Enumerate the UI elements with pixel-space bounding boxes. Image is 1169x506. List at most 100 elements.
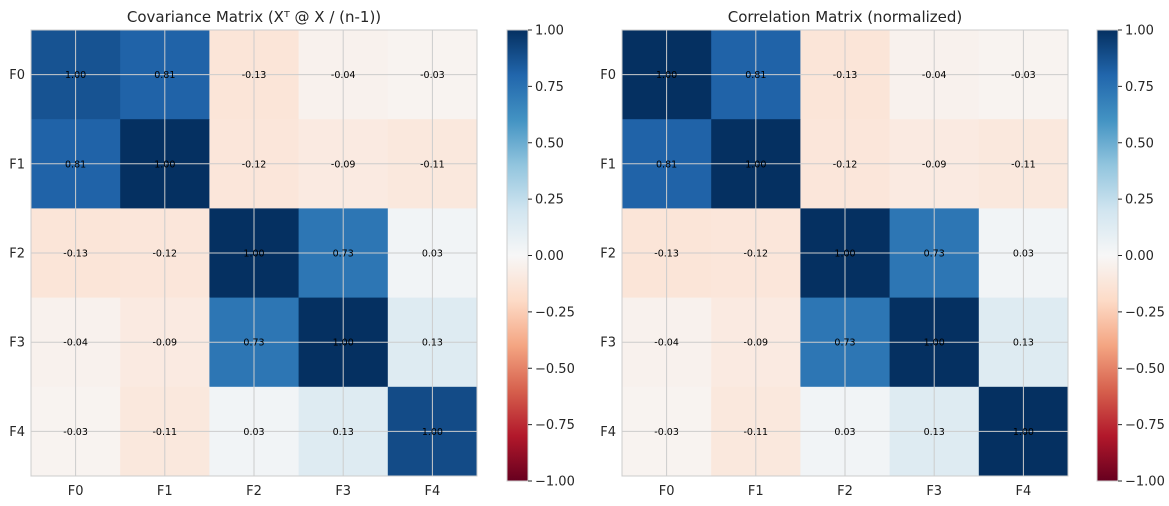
correlation-heatmap: 1.00 0.81 -0.13 -0.04 -0.03 0.81 1.00 -0.12 -0.0… xyxy=(600,29,1069,499)
cell-value-label: 1.00 xyxy=(65,70,86,81)
colorbar-gradient xyxy=(506,29,529,482)
cell-value-label: 0.03 xyxy=(1013,249,1034,260)
y-tick-label: F0 xyxy=(600,68,616,83)
cell-value-label: -0.04 xyxy=(922,70,947,81)
x-tick-label: F3 xyxy=(926,484,942,499)
colorbar-tick-label: −0.50 xyxy=(1125,362,1165,377)
cell-value-label: 1.00 xyxy=(1013,427,1034,438)
cell-value-label: 0.03 xyxy=(834,427,855,438)
cell-value-label: 0.03 xyxy=(422,249,443,260)
colorbar-tick-label: −0.75 xyxy=(1125,418,1165,433)
cell-value-label: 1.00 xyxy=(154,159,175,170)
cell-value-label: -0.12 xyxy=(744,249,769,260)
cell-value-label: 0.13 xyxy=(1013,338,1034,349)
cell-value-label: -0.09 xyxy=(744,338,769,349)
colorbar-tick-label: −0.50 xyxy=(535,362,575,377)
cell-value-label: -0.09 xyxy=(331,159,356,170)
x-tick-label: F0 xyxy=(68,484,84,499)
colorbar-tick-label: 0.50 xyxy=(1125,136,1154,151)
cell-value-label: 0.73 xyxy=(924,249,945,260)
cell-value-label: 1.00 xyxy=(243,249,264,260)
cell-value-label: 0.13 xyxy=(924,427,945,438)
axes-frame xyxy=(30,29,478,477)
cell-value-label: -0.03 xyxy=(654,427,679,438)
cell-value-label: 0.73 xyxy=(243,338,264,349)
cell-value-label: -0.04 xyxy=(63,338,88,349)
covariance-colorbar: 1.00 0.75 0.50 0.25 0.00 −0.25 −0.50 −0.75 −1.00 xyxy=(506,24,575,490)
cell-value-label: 0.13 xyxy=(422,338,443,349)
cell-value-label: -0.11 xyxy=(744,427,769,438)
colorbar-tick-label: 1.00 xyxy=(1125,24,1154,39)
y-tick-label: F0 xyxy=(9,68,25,83)
cell-value-label: 1.00 xyxy=(834,249,855,260)
cell-value-label: 1.00 xyxy=(924,338,945,349)
cell-value-label: -0.13 xyxy=(833,70,858,81)
cell-value-label: -0.03 xyxy=(1011,70,1036,81)
cell-value-label: -0.09 xyxy=(922,159,947,170)
cell-value-label: 1.00 xyxy=(422,427,443,438)
cell-value-label: 0.81 xyxy=(745,70,766,81)
y-tick-label: F3 xyxy=(600,336,616,351)
x-tick-label: F2 xyxy=(837,484,853,499)
colorbar-tick-label: 0.75 xyxy=(535,80,564,95)
cell-value-label: 0.81 xyxy=(656,159,677,170)
colorbar-tick-label: 1.00 xyxy=(535,24,564,39)
cell-value-label: 0.03 xyxy=(243,427,264,438)
colorbar-tick-label: −0.75 xyxy=(535,418,575,433)
cell-value-label: 1.00 xyxy=(656,70,677,81)
colorbar-tick-label: −0.25 xyxy=(535,305,575,320)
x-tick-label: F1 xyxy=(157,484,173,499)
y-tick-label: F2 xyxy=(9,247,25,262)
cell-value-label: 0.73 xyxy=(834,338,855,349)
cell-value-label: 0.13 xyxy=(333,427,354,438)
y-tick-label: F1 xyxy=(9,157,25,172)
y-tick-label: F4 xyxy=(600,425,616,440)
colorbar-tick-label: 0.25 xyxy=(1125,193,1154,208)
cell-value-label: -0.12 xyxy=(833,159,858,170)
cell-value-label: -0.11 xyxy=(153,427,178,438)
correlation-panel: Correlation Matrix (normalized) 1.00 0.81… xyxy=(600,8,1165,499)
cell-value-label: -0.03 xyxy=(63,427,88,438)
cell-value-label: -0.13 xyxy=(654,249,679,260)
cell-value-label: 0.73 xyxy=(333,249,354,260)
colorbar-tick-label: −1.00 xyxy=(535,475,575,490)
correlation-colorbar: 1.00 0.75 0.50 0.25 0.00 −0.25 −0.50 −0.75 −1.00 xyxy=(1096,24,1165,490)
correlation-title: Correlation Matrix (normalized) xyxy=(728,8,963,26)
colorbar-tick-label: −0.25 xyxy=(1125,305,1165,320)
colorbar-tick-label: 0.25 xyxy=(535,193,564,208)
cell-value-label: -0.12 xyxy=(153,249,178,260)
cell-value-label: 1.00 xyxy=(333,338,354,349)
x-tick-label: F1 xyxy=(748,484,764,499)
colorbar-tick-label: −1.00 xyxy=(1125,475,1165,490)
cell-value-label: 1.00 xyxy=(745,159,766,170)
axes-frame xyxy=(621,29,1069,477)
colorbar-tick-label: 0.75 xyxy=(1125,80,1154,95)
y-tick-label: F2 xyxy=(600,247,616,262)
cell-value-label: -0.04 xyxy=(331,70,356,81)
cell-value-label: -0.12 xyxy=(242,159,267,170)
cell-value-label: -0.13 xyxy=(63,249,88,260)
colorbar-tick-label: 0.00 xyxy=(535,249,564,264)
x-tick-label: F4 xyxy=(1016,484,1032,499)
cell-value-label: -0.04 xyxy=(654,338,679,349)
x-tick-label: F3 xyxy=(335,484,351,499)
y-tick-label: F1 xyxy=(600,157,616,172)
cell-value-label: -0.13 xyxy=(242,70,267,81)
x-tick-label: F4 xyxy=(425,484,441,499)
cell-value-label: -0.09 xyxy=(153,338,178,349)
x-tick-label: F2 xyxy=(246,484,262,499)
cell-value-label: -0.03 xyxy=(420,70,445,81)
cell-value-label: -0.11 xyxy=(420,159,445,170)
colorbar-tick-label: 0.50 xyxy=(535,136,564,151)
covariance-title: Covariance Matrix (Xᵀ @ X / (n-1)) xyxy=(127,8,381,26)
cell-value-label: 0.81 xyxy=(65,159,86,170)
cell-value-label: 0.81 xyxy=(154,70,175,81)
y-tick-label: F4 xyxy=(9,425,25,440)
y-tick-label: F3 xyxy=(9,336,25,351)
x-tick-label: F0 xyxy=(659,484,675,499)
colorbar-gradient xyxy=(1096,29,1119,482)
covariance-heatmap: 1.00 0.81 -0.13 -0.04 -0.03 0.81 1.00 -0.12 -0.0… xyxy=(9,29,478,499)
cell-value-label: -0.11 xyxy=(1011,159,1036,170)
colorbar-tick-label: 0.00 xyxy=(1125,249,1154,264)
